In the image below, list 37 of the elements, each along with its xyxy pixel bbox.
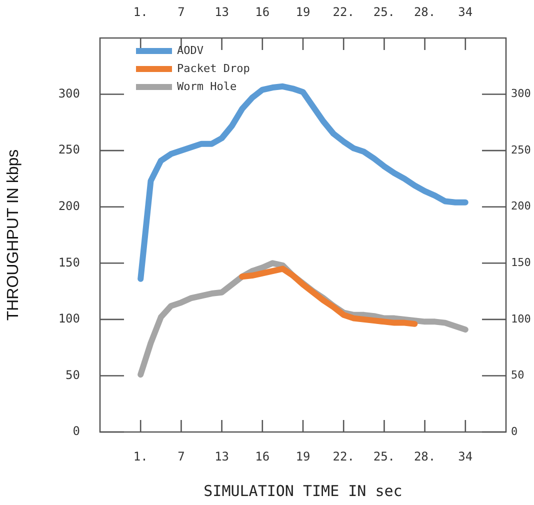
- category-label: 16: [255, 449, 270, 464]
- category-label: 22.: [332, 449, 354, 464]
- category-label: 13: [214, 449, 230, 464]
- y-tick-label: 0: [72, 424, 80, 438]
- legend-label: AODV: [177, 44, 204, 57]
- y-tick-label: 200: [58, 198, 80, 213]
- y2-tick-label: 0: [511, 424, 518, 438]
- x-tick-label: 22.: [332, 4, 354, 19]
- legend-label: Worm Hole: [177, 80, 237, 93]
- y-tick-label: 100: [58, 312, 80, 326]
- category-label: 28.: [414, 449, 436, 464]
- x-tick-label: 1.: [133, 4, 148, 19]
- x-tick-label: 16: [255, 4, 270, 19]
- x-tick-label: 13: [214, 4, 230, 19]
- x-tick-label: 34: [458, 4, 473, 19]
- x-axis-title: SIMULATION TIME IN sec: [204, 482, 402, 500]
- category-label: 34: [458, 449, 473, 464]
- x-tick-label: 7: [178, 4, 185, 19]
- x-tick-label: 19: [296, 4, 310, 19]
- y2-tick-label: 250: [511, 143, 531, 156]
- y2-tick-label: 300: [511, 87, 531, 100]
- y-tick-label: 150: [58, 255, 80, 270]
- y2-tick-label: 100: [511, 312, 531, 326]
- category-label: 19: [296, 449, 310, 464]
- y-tick-label: 50: [66, 368, 80, 382]
- y-axis-title: THROUGHPUT IN kbps: [5, 149, 22, 321]
- legend-label: Packet Drop: [177, 62, 250, 75]
- category-label: 7: [178, 449, 185, 464]
- y2-tick-label: 200: [511, 200, 531, 213]
- category-label: 1.: [133, 449, 148, 464]
- y-tick-label: 250: [58, 142, 80, 157]
- category-label: 25.: [373, 449, 396, 464]
- x-tick-label: 25.: [373, 4, 396, 19]
- y-tick-label: 300: [58, 86, 80, 100]
- x-tick-label: 28.: [414, 4, 436, 19]
- y2-tick-label: 150: [511, 256, 531, 269]
- y2-tick-label: 50: [511, 368, 524, 382]
